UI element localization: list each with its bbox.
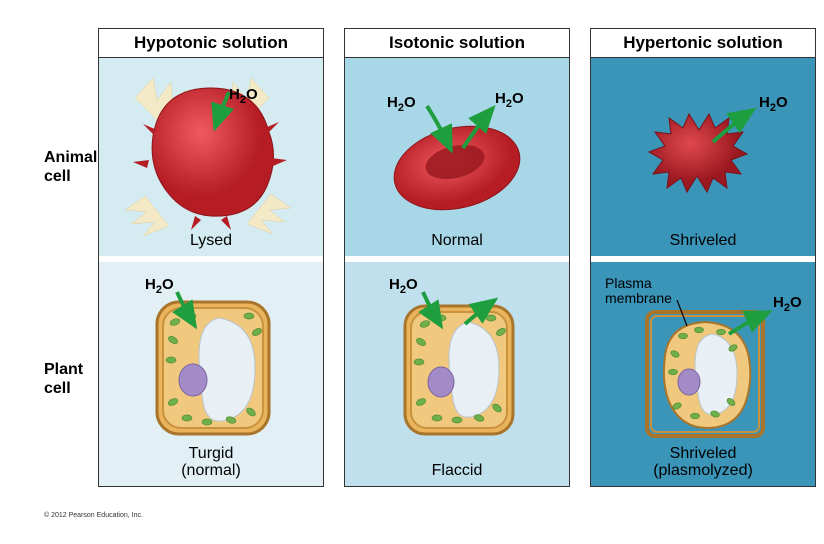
- caption-plasmolyzed: Shriveled (plasmolyzed): [591, 445, 815, 480]
- h2o-label: H2O: [145, 276, 174, 296]
- caption-flaccid: Flaccid: [345, 462, 569, 480]
- caption-turgid: Turgid (normal): [99, 445, 323, 480]
- cell-hypertonic-plant: H2O Plasma membrane Shriveled (plasmolyz…: [591, 262, 815, 486]
- h2o-label: H2O: [389, 276, 418, 296]
- caption-lysed: Lysed: [99, 232, 323, 250]
- h2o-label-in: H2O: [387, 94, 416, 114]
- caption-shriveled-animal: Shriveled: [591, 232, 815, 250]
- column-hypertonic: Hypertonic solution H2O Shriveled: [590, 28, 816, 487]
- diagram-grid: Hypotonic solution H2O Ly: [98, 28, 816, 487]
- row-label-plant: Plant cell: [44, 360, 83, 398]
- h2o-label: H2O: [759, 94, 788, 114]
- cell-hypotonic-animal: H2O Lysed: [99, 58, 323, 262]
- cell-isotonic-plant: H2O Flaccid: [345, 262, 569, 486]
- cell-hypotonic-plant: H2O Turgid (normal): [99, 262, 323, 486]
- plant-flaccid-illustration: [345, 262, 571, 486]
- animal-lysed-illustration: [99, 58, 325, 262]
- column-isotonic: Isotonic solution H2O H2O Normal: [344, 28, 570, 487]
- header-hypertonic: Hypertonic solution: [591, 29, 815, 58]
- h2o-label-out: H2O: [495, 90, 524, 110]
- cell-isotonic-animal: H2O H2O Normal: [345, 58, 569, 262]
- plasma-membrane-label: Plasma membrane: [605, 276, 672, 307]
- column-hypotonic: Hypotonic solution H2O Ly: [98, 28, 324, 487]
- cell-hypertonic-animal: H2O Shriveled: [591, 58, 815, 262]
- header-isotonic: Isotonic solution: [345, 29, 569, 58]
- row-label-animal: Animal cell: [44, 148, 97, 186]
- header-hypotonic: Hypotonic solution: [99, 29, 323, 58]
- caption-normal: Normal: [345, 232, 569, 250]
- h2o-label: H2O: [773, 294, 802, 314]
- animal-normal-illustration: [345, 58, 571, 262]
- copyright-text: © 2012 Pearson Education, Inc.: [44, 512, 143, 519]
- h2o-label: H2O: [229, 86, 258, 106]
- animal-shriveled-illustration: [591, 58, 817, 262]
